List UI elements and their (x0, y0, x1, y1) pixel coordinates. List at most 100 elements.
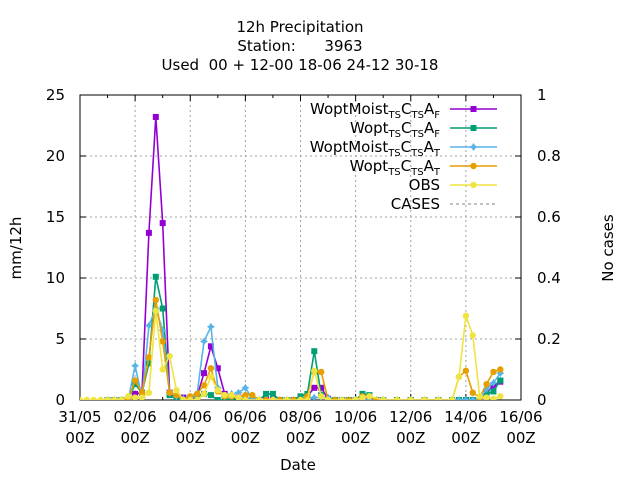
legend-label: WoptMoistTSCTSAF (310, 100, 440, 121)
y-tick-label: 20 (46, 147, 65, 165)
legend-marker (470, 181, 477, 189)
legend-label: CASES (391, 195, 440, 213)
x-tick-label: 06/06 (224, 408, 267, 426)
series-point (255, 396, 263, 400)
legend-subscript: TS (411, 110, 424, 121)
series-line (107, 299, 501, 400)
series-point (497, 377, 504, 384)
legend-subscript: F (434, 110, 440, 121)
series-point (131, 361, 140, 370)
legend: WoptMoistTSCTSAFWoptTSCTSAFWoptMoistTSCT… (310, 100, 497, 213)
y-tick-label: 25 (46, 86, 65, 104)
series-point (138, 394, 146, 400)
legend-subscript: TS (411, 129, 424, 140)
data-series (80, 113, 505, 400)
series-point (483, 394, 490, 400)
series-point (455, 396, 463, 400)
series-point (118, 396, 125, 400)
series-point (497, 393, 504, 400)
x-axis-label: Date (280, 456, 316, 474)
x-tick-label: 10/06 (334, 408, 377, 426)
series-point (152, 113, 159, 120)
y2-tick-label: 0.8 (537, 147, 561, 165)
legend-label: WoptTSCTSAF (350, 119, 440, 140)
series-point (206, 322, 215, 331)
series-point (283, 396, 290, 400)
series-point (152, 273, 159, 280)
series-point (490, 368, 497, 376)
series-point (311, 367, 318, 374)
series-point (448, 396, 456, 400)
legend-text: Wopt (350, 157, 389, 175)
series-point (145, 354, 153, 361)
series-line (107, 116, 501, 400)
series-point (187, 396, 194, 400)
grid-lines (80, 95, 521, 400)
series-point (166, 389, 173, 396)
legend-subscript: T (433, 167, 441, 178)
y2-tick-label: 0 (537, 391, 547, 409)
legend-label: OBS (409, 176, 440, 194)
series-point (193, 390, 201, 398)
legend-subscript: TS (410, 148, 423, 159)
legend-label: WoptTSCTSAT (350, 157, 441, 178)
title-line-1: 12h Precipitation (236, 18, 363, 36)
x-tick-label-hour: 00Z (120, 429, 149, 447)
series-point (379, 396, 387, 400)
series-point (235, 394, 242, 400)
series-point (469, 332, 476, 339)
y-tick-label: 15 (46, 208, 65, 226)
series-point (104, 396, 111, 400)
series-point (297, 396, 304, 400)
legend-subscript: T (433, 148, 441, 159)
series-line (107, 276, 501, 400)
series-point (207, 373, 215, 381)
series-point (201, 370, 208, 377)
x-tick-label: 12/06 (389, 408, 432, 426)
series-point (462, 367, 470, 374)
legend-text: C (401, 100, 411, 118)
legend-text: Wopt (350, 119, 389, 137)
series-point (214, 387, 222, 394)
series-point (317, 393, 325, 400)
series-point (407, 396, 414, 400)
x-tick-label-hour: 00Z (451, 429, 480, 447)
x-tick-label-hour: 00Z (286, 429, 315, 447)
series-point (159, 220, 166, 227)
series-point (152, 296, 159, 304)
series-point (311, 384, 318, 391)
series-point (393, 396, 401, 400)
series-point (462, 312, 470, 320)
x-tick-label: 08/06 (279, 408, 322, 426)
legend-subscript: TS (388, 129, 401, 140)
legend-text: C (401, 119, 411, 137)
series-point (173, 387, 180, 394)
legend-subscript: TS (410, 167, 423, 178)
legend-marker (470, 125, 477, 131)
series-point (497, 366, 504, 373)
series-point (97, 396, 104, 400)
series-point (468, 396, 477, 400)
series-point (241, 383, 250, 392)
series-point (482, 385, 491, 393)
legend-text: A (424, 157, 435, 175)
x-tick-label-hour: 00Z (65, 429, 94, 447)
legend-text: CASES (391, 195, 440, 213)
title-line-2: Station: 3963 (237, 37, 362, 55)
series-point (207, 343, 214, 350)
series-point (207, 392, 214, 399)
series-point (324, 396, 332, 400)
series-point (214, 397, 221, 400)
legend-text: A (424, 138, 435, 156)
legend-subscript: TS (387, 167, 400, 178)
series-point (132, 381, 139, 388)
series-point (144, 321, 153, 330)
series-point (200, 390, 208, 398)
series-point (269, 390, 276, 397)
series-point (193, 396, 201, 400)
series-point (145, 229, 152, 236)
series-point (159, 338, 166, 345)
series-point (366, 393, 373, 400)
legend-subscript: TS (387, 148, 400, 159)
series-point (132, 390, 139, 397)
